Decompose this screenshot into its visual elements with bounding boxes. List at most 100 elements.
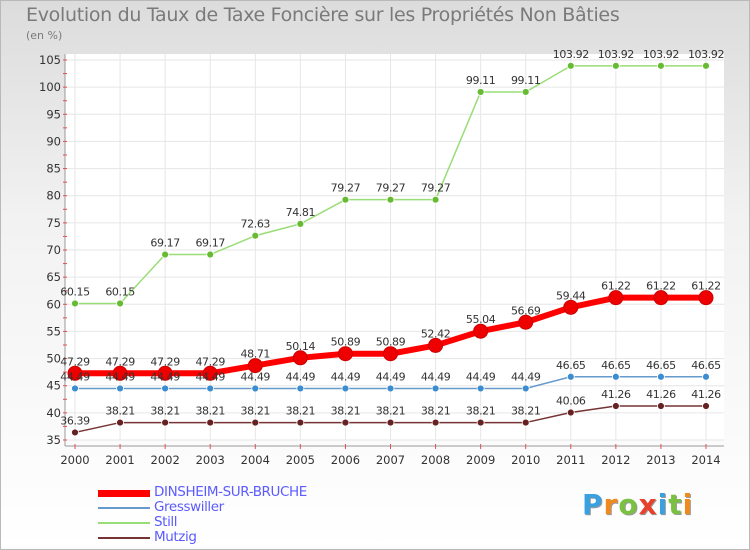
data-label-still: 103.92 — [553, 48, 589, 61]
legend-swatch — [98, 522, 150, 524]
data-label-dinsheim-sur-bruche: 61.22 — [646, 280, 676, 293]
data-label-dinsheim-sur-bruche: 61.22 — [691, 280, 721, 293]
data-point-gresswiller — [657, 372, 665, 381]
y-tick-label: 55 — [46, 324, 61, 338]
data-label-dinsheim-sur-bruche: 50.89 — [376, 336, 406, 349]
logo-letter: t — [668, 488, 683, 521]
data-label-still: 79.27 — [331, 182, 361, 195]
data-point-gresswiller — [71, 384, 79, 393]
data-label-gresswiller: 44.49 — [241, 370, 271, 383]
data-label-dinsheim-sur-bruche: 47.29 — [105, 355, 135, 368]
data-point-dinsheim-sur-bruche — [67, 365, 83, 381]
x-tick-label: 2000 — [60, 453, 89, 467]
data-point-mutzig — [657, 402, 665, 410]
data-label-mutzig: 38.21 — [105, 405, 135, 418]
y-tick-label: 65 — [46, 270, 61, 284]
data-label-gresswiller: 44.49 — [466, 370, 496, 383]
data-point-still — [431, 195, 440, 204]
legend-swatch — [98, 507, 150, 509]
data-label-mutzig: 38.21 — [421, 405, 451, 418]
data-point-still — [296, 219, 305, 228]
data-label-still: 69.17 — [195, 237, 225, 250]
data-point-mutzig — [251, 418, 260, 427]
data-label-dinsheim-sur-bruche: 47.29 — [150, 355, 180, 368]
data-point-gresswiller — [521, 384, 530, 393]
data-label-mutzig: 38.21 — [466, 405, 496, 418]
data-point-dinsheim-sur-bruche — [563, 299, 579, 315]
x-tick-label: 2002 — [151, 453, 180, 467]
logo-letter: P — [582, 488, 604, 521]
x-tick-label: 2013 — [646, 453, 675, 467]
y-tick-label: 105 — [39, 53, 61, 67]
data-label-still: 79.27 — [376, 182, 406, 195]
data-label-gresswiller: 44.49 — [286, 370, 316, 383]
data-point-gresswiller — [386, 384, 395, 393]
y-tick-label: 80 — [46, 189, 61, 203]
x-tick-label: 2011 — [556, 453, 585, 467]
data-label-dinsheim-sur-bruche: 56.69 — [511, 304, 541, 317]
legend-swatch — [98, 489, 150, 497]
data-point-mutzig — [386, 418, 395, 427]
data-point-still — [476, 88, 485, 96]
data-point-gresswiller — [611, 372, 620, 381]
data-point-still — [521, 88, 530, 96]
data-label-still: 72.63 — [241, 218, 271, 231]
data-label-dinsheim-sur-bruche: 59.44 — [556, 289, 586, 302]
data-label-still: 103.92 — [688, 48, 724, 61]
y-tick-label: 35 — [46, 433, 61, 447]
data-label-gresswiller: 46.65 — [646, 359, 676, 372]
logo-letter: i — [657, 488, 669, 521]
x-tick-label: 2001 — [105, 453, 134, 467]
legend-label: Still — [154, 514, 178, 530]
data-point-dinsheim-sur-bruche — [473, 323, 489, 339]
data-label-mutzig: 38.21 — [195, 405, 225, 418]
data-point-gresswiller — [206, 384, 215, 393]
logo-letter: r — [603, 488, 619, 521]
data-point-dinsheim-sur-bruche — [247, 358, 263, 374]
data-point-gresswiller — [702, 372, 710, 381]
data-label-mutzig: 38.21 — [286, 405, 316, 418]
data-label-still: 60.15 — [105, 285, 135, 298]
data-label-gresswiller: 46.65 — [556, 359, 586, 372]
x-tick-label: 2008 — [421, 453, 450, 467]
data-point-mutzig — [702, 402, 710, 410]
y-tick-label: 40 — [46, 406, 61, 420]
x-tick-label: 2012 — [601, 453, 630, 467]
x-tick-label: 2007 — [376, 453, 405, 467]
data-point-dinsheim-sur-bruche — [653, 290, 669, 306]
data-point-gresswiller — [161, 384, 170, 393]
data-point-still — [116, 299, 124, 308]
data-point-dinsheim-sur-bruche — [383, 346, 398, 362]
x-tick-label: 2004 — [241, 453, 270, 467]
y-tick-label: 75 — [46, 216, 61, 230]
y-tick-label: 60 — [46, 297, 61, 311]
data-point-gresswiller — [476, 384, 485, 393]
x-tick-label: 2014 — [691, 453, 720, 467]
data-label-gresswiller: 46.65 — [601, 359, 631, 372]
x-tick-label: 2009 — [466, 453, 495, 467]
x-tick-label: 2003 — [196, 453, 225, 467]
data-label-dinsheim-sur-bruche: 48.71 — [241, 348, 271, 361]
data-label-still: 74.81 — [286, 206, 316, 219]
data-label-still: 69.17 — [150, 237, 180, 250]
data-point-dinsheim-sur-bruche — [518, 314, 534, 330]
data-label-mutzig: 41.26 — [646, 388, 676, 401]
data-point-mutzig — [611, 402, 620, 410]
data-point-mutzig — [476, 418, 485, 427]
data-label-gresswiller: 44.49 — [331, 370, 361, 383]
data-point-mutzig — [566, 408, 575, 417]
data-label-mutzig: 38.21 — [331, 405, 361, 418]
data-point-gresswiller — [251, 384, 260, 393]
chart-title: Evolution du Taux de Taxe Foncière sur l… — [26, 4, 620, 26]
data-point-gresswiller — [116, 384, 124, 393]
data-point-mutzig — [296, 418, 305, 427]
data-label-dinsheim-sur-bruche: 47.29 — [195, 355, 225, 368]
x-tick-label: 2006 — [331, 453, 360, 467]
x-tick-label: 2005 — [286, 453, 315, 467]
data-label-still: 103.92 — [598, 48, 634, 61]
data-label-gresswiller: 44.49 — [105, 370, 135, 383]
data-label-mutzig: 41.26 — [691, 388, 721, 401]
data-label-dinsheim-sur-bruche: 47.29 — [60, 355, 90, 368]
data-label-still: 99.11 — [511, 74, 541, 87]
